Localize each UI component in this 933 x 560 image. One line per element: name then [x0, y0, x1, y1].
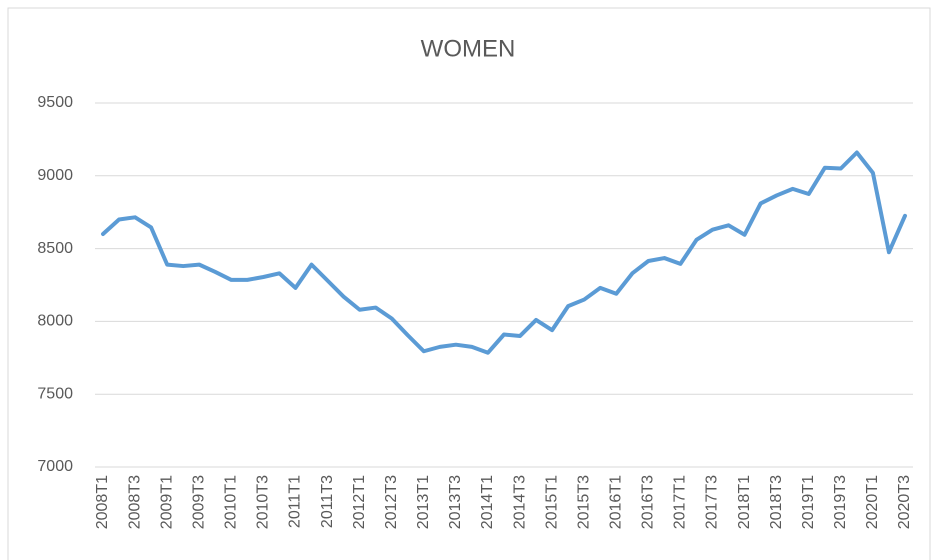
x-tick-label: 2010T1 — [223, 475, 240, 529]
chart-title: WOMEN — [421, 35, 516, 62]
x-tick-label: 2011T3 — [319, 475, 336, 528]
y-tick-label: 9500 — [37, 94, 73, 111]
x-tick-label: 2018T3 — [768, 475, 785, 529]
x-tick-label: 2017T1 — [672, 475, 689, 529]
x-tick-label: 2020T1 — [864, 475, 881, 529]
x-tick-label: 2008T3 — [126, 475, 143, 529]
y-tick-label: 9000 — [37, 167, 73, 184]
x-tick-label: 2020T3 — [896, 475, 913, 529]
chart-border — [7, 7, 931, 560]
x-tick-label: 2017T3 — [704, 475, 721, 529]
x-tick-label: 2015T3 — [575, 475, 592, 529]
x-tick-label: 2014T3 — [511, 475, 528, 529]
y-tick-label: 8000 — [37, 313, 73, 330]
x-tick-label: 2019T1 — [800, 475, 817, 529]
data-line — [101, 150, 907, 355]
x-tick-label: 2018T1 — [736, 475, 753, 529]
x-tick-label: 2009T1 — [158, 475, 175, 529]
x-tick-label: 2012T3 — [383, 475, 400, 529]
y-tick-label: 7500 — [37, 385, 73, 402]
x-tick-label: 2016T3 — [640, 475, 657, 529]
x-tick-label: 2015T1 — [543, 475, 560, 529]
x-tick-label: 2016T1 — [607, 475, 624, 529]
x-tick-label: 2013T1 — [415, 475, 432, 529]
x-tick-label: 2008T1 — [94, 475, 111, 529]
x-tick-label: 2013T3 — [447, 475, 464, 529]
x-tick-label: 2019T3 — [832, 475, 849, 529]
x-tick-label: 2010T3 — [255, 475, 272, 529]
x-tick-label: 2009T3 — [190, 475, 207, 529]
x-tick-label: 2012T1 — [351, 475, 368, 529]
y-tick-label: 7000 — [37, 458, 73, 475]
x-tick-label: 2014T1 — [479, 475, 496, 529]
x-tick-label: 2011T1 — [287, 475, 304, 528]
y-tick-label: 8500 — [37, 240, 73, 257]
